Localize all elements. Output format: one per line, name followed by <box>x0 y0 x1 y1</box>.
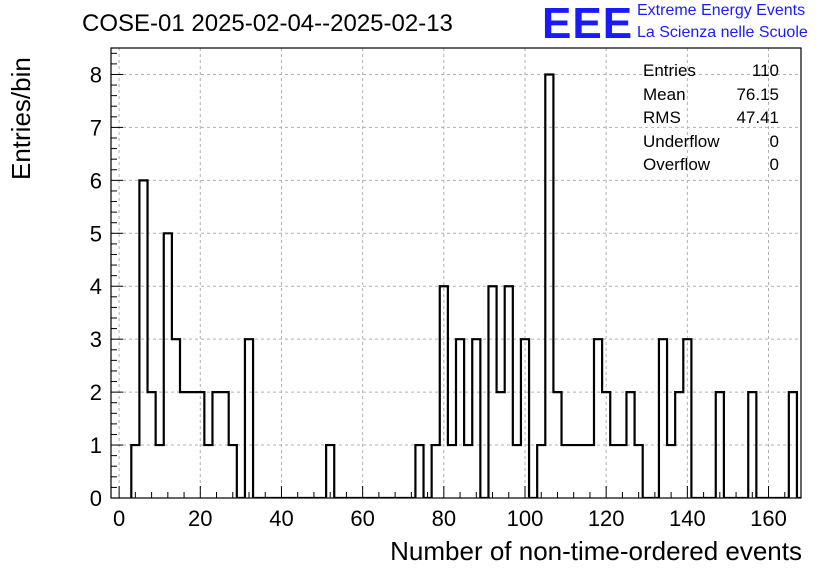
histogram-bin <box>789 392 797 498</box>
histogram-bin <box>667 445 675 498</box>
stat-row: Overflow 0 <box>643 153 779 177</box>
histogram-bin <box>415 445 423 498</box>
histogram-bin <box>675 392 683 498</box>
stat-value: 76.15 <box>736 84 779 104</box>
histogram-bin <box>602 392 610 498</box>
histogram-bin <box>188 392 196 498</box>
histogram-bin <box>164 233 172 498</box>
histogram-bin <box>180 392 188 498</box>
stat-label: Underflow <box>643 131 720 151</box>
histogram-bin <box>440 286 448 498</box>
histogram-bin <box>805 392 813 498</box>
stat-label: Overflow <box>643 155 711 174</box>
stat-row: Entries 110 <box>643 59 779 83</box>
y-tick-label: 7 <box>90 115 102 140</box>
y-tick-label: 6 <box>90 168 102 193</box>
histogram-bin <box>505 286 513 498</box>
histogram-outline <box>130 73 801 498</box>
chart-title: COSE-01 2025-02-04--2025-02-13 <box>82 10 453 37</box>
histogram-bin <box>221 392 229 498</box>
histogram-bin <box>131 445 139 498</box>
histogram-bin <box>610 445 618 498</box>
histogram-bars <box>130 73 813 498</box>
histogram-bin <box>355 445 363 498</box>
histogram-bin <box>716 392 724 498</box>
x-tick-label: 160 <box>750 506 787 531</box>
histogram-bin <box>196 392 204 498</box>
logo-line-1: Extreme Energy Events <box>637 2 806 19</box>
axes-frame <box>110 47 802 499</box>
histogram-bin <box>326 445 334 498</box>
histogram-bin <box>570 445 578 498</box>
logo-line-2: La Scienza nelle Scuole <box>637 24 808 41</box>
x-tick-label: 140 <box>669 506 706 531</box>
stat-value: 0 <box>769 131 779 151</box>
y-tick-label: 1 <box>90 433 102 458</box>
histogram-bin <box>456 339 464 498</box>
y-tick-label: 5 <box>90 221 102 246</box>
histogram-bin <box>578 445 586 498</box>
x-tick-label: 0 <box>113 506 125 531</box>
y-axis-label: Entries/bin <box>6 57 36 180</box>
stat-row: Mean 76.15 <box>643 83 779 107</box>
histogram-bin <box>464 445 472 498</box>
histogram-bin <box>562 445 570 498</box>
y-tick-label: 2 <box>90 380 102 405</box>
histogram-bin <box>172 339 180 498</box>
x-tick-label: 40 <box>269 506 293 531</box>
stat-row: Underflow 0 <box>643 130 779 154</box>
histogram-bin <box>212 392 220 498</box>
histogram-bin <box>521 339 529 498</box>
histogram-bin <box>748 392 756 498</box>
histogram-bin <box>659 339 667 498</box>
x-axis-label: Number of non-time-ordered events <box>390 536 802 566</box>
histogram-bin <box>204 445 212 498</box>
x-tick-label: 20 <box>188 506 212 531</box>
histogram-bin <box>448 445 456 498</box>
stat-value: 110 <box>751 61 779 80</box>
histogram-bin <box>586 445 594 498</box>
stat-label: Mean <box>643 84 686 104</box>
x-tick-label: 80 <box>432 506 456 531</box>
y-tick-label: 8 <box>90 62 102 87</box>
plot-frame <box>110 47 802 499</box>
histogram-bin <box>618 445 626 498</box>
histogram-bin <box>553 392 561 498</box>
histogram-bin <box>245 339 253 498</box>
histogram-bin <box>683 339 691 498</box>
y-tick-label: 4 <box>90 274 102 299</box>
histogram-bin <box>432 445 440 498</box>
stat-row: RMS 47.41 <box>643 106 779 130</box>
x-tick-label: 120 <box>588 506 625 531</box>
y-tick-label: 0 <box>90 486 102 511</box>
histogram-bin <box>537 445 545 498</box>
histogram-bin <box>635 445 643 498</box>
axis-ticks: 0 20 40 60 80 100 120 140 160 0 1 2 3 4 5 6 7 8 <box>90 52 787 531</box>
stat-value: 47.41 <box>736 108 779 127</box>
stat-label: RMS <box>643 108 681 127</box>
histogram-bin <box>513 445 521 498</box>
y-tick-label: 3 <box>90 327 102 352</box>
histogram-bin <box>148 392 156 498</box>
stats-box: Entries 110 Mean 76.15 RMS 47.41 Underflow 0 Ove… <box>643 59 779 177</box>
x-tick-label: 60 <box>350 506 374 531</box>
histogram-bin <box>472 339 480 498</box>
histogram-bin <box>139 180 147 498</box>
stat-label: Entries <box>643 61 696 80</box>
histogram-bin <box>497 392 505 498</box>
histogram-bin <box>545 74 553 498</box>
stat-value: 0 <box>769 155 779 174</box>
histogram-bin <box>156 445 164 498</box>
histogram-bin <box>488 286 496 498</box>
histogram-bin <box>594 339 602 498</box>
histogram-bin <box>229 445 237 498</box>
x-tick-label: 100 <box>507 506 544 531</box>
eee-logo: EEE <box>542 0 634 48</box>
histogram-bin <box>626 392 634 498</box>
